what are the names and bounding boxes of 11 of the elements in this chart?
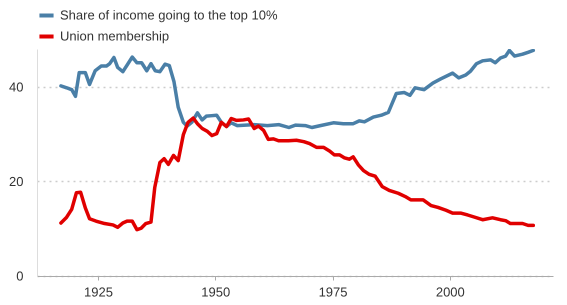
line-series xyxy=(59,49,536,130)
x-tick-label: 1950 xyxy=(201,284,230,300)
legend-label: Share of income going to the top 10% xyxy=(60,8,278,22)
y-tick-label: 20 xyxy=(9,174,24,189)
x-tick-label: 2000 xyxy=(436,284,465,300)
y-tick-label: 0 xyxy=(16,268,24,284)
y-tick-label: 40 xyxy=(9,79,24,94)
x-tick-label: 1975 xyxy=(318,284,348,300)
x-tick-label: 1925 xyxy=(84,284,113,300)
legend-label: Union membership xyxy=(60,28,170,44)
line-series xyxy=(59,116,536,232)
